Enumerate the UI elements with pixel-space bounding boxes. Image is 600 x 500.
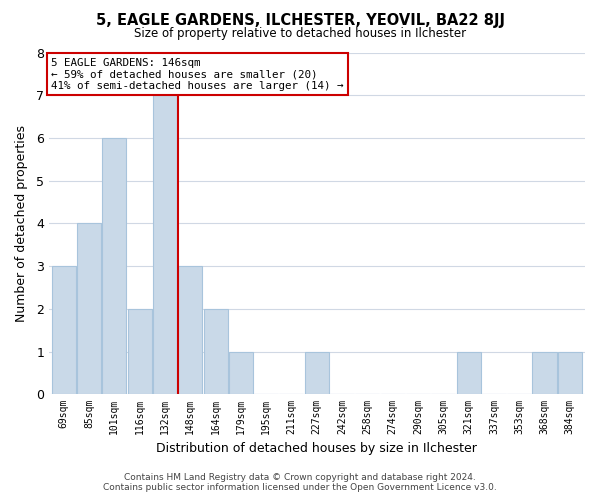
Text: 5 EAGLE GARDENS: 146sqm
← 59% of detached houses are smaller (20)
41% of semi-de: 5 EAGLE GARDENS: 146sqm ← 59% of detache… [51, 58, 344, 91]
Bar [558, 352, 582, 394]
Bar [305, 352, 329, 394]
Y-axis label: Number of detached properties: Number of detached properties [15, 125, 28, 322]
Bar [52, 266, 76, 394]
Bar [203, 309, 227, 394]
Bar [77, 224, 101, 394]
Bar [178, 266, 202, 394]
Text: 5, EAGLE GARDENS, ILCHESTER, YEOVIL, BA22 8JJ: 5, EAGLE GARDENS, ILCHESTER, YEOVIL, BA2… [95, 12, 505, 28]
Bar [128, 309, 152, 394]
Bar [153, 95, 177, 394]
Bar [457, 352, 481, 394]
Bar [532, 352, 557, 394]
Bar [229, 352, 253, 394]
X-axis label: Distribution of detached houses by size in Ilchester: Distribution of detached houses by size … [157, 442, 477, 455]
Text: Size of property relative to detached houses in Ilchester: Size of property relative to detached ho… [134, 28, 466, 40]
Text: Contains HM Land Registry data © Crown copyright and database right 2024.
Contai: Contains HM Land Registry data © Crown c… [103, 473, 497, 492]
Bar [102, 138, 127, 394]
